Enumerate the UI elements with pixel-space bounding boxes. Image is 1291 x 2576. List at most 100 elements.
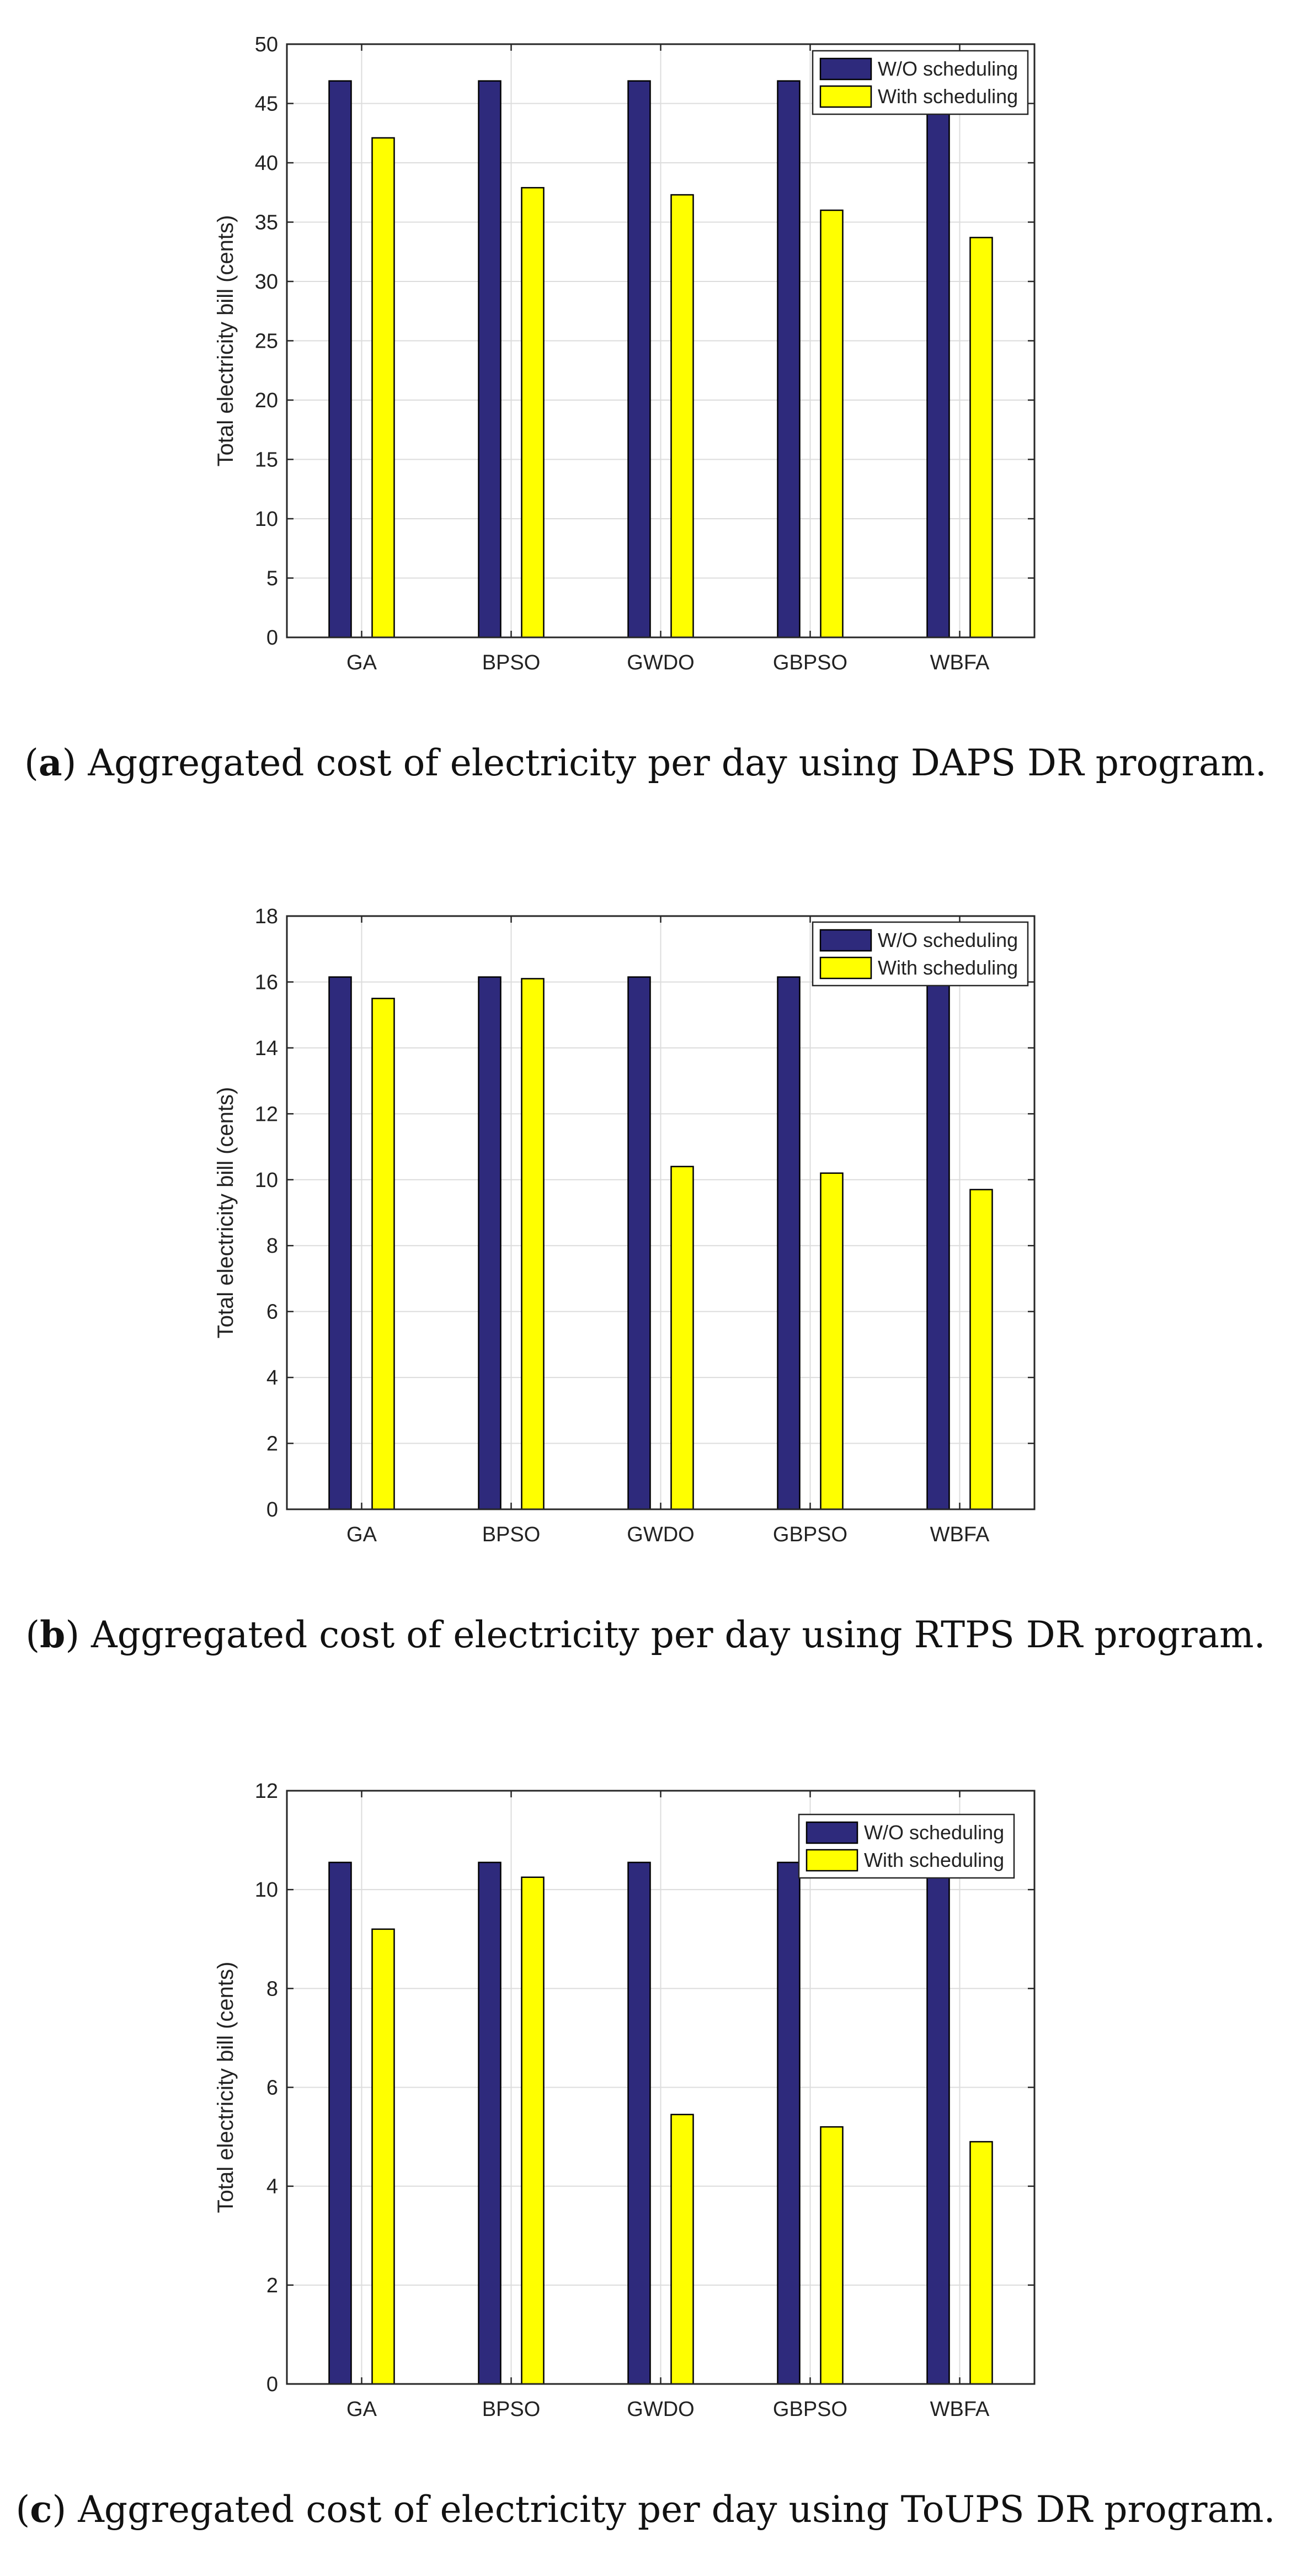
caption-c: (c) Aggregated cost of electricity per d… xyxy=(16,2488,1276,2531)
x-tick-label-gwdo: GWDO xyxy=(627,651,694,674)
y-tick-label: 4 xyxy=(266,2175,278,2199)
bar-wo-scheduling-gwdo xyxy=(627,976,651,1510)
y-tick-label: 8 xyxy=(266,1977,278,2000)
y-tick-label: 16 xyxy=(255,971,278,994)
caption-open-paren: ( xyxy=(25,1614,40,1656)
x-tick-label-gbpso: GBPSO xyxy=(773,1523,847,1546)
legend-swatch-with-scheduling xyxy=(805,1849,858,1872)
legend-label-wo-scheduling: W/O scheduling xyxy=(878,57,1018,80)
y-tick-label: 50 xyxy=(255,33,278,56)
chart-panel-b: 0 2 4 6 8 10 12 14 16 18 GA BPSO GWDO GBPSO WBFA Total … xyxy=(25,905,1265,1656)
bar-with-scheduling-bpso xyxy=(521,187,545,638)
y-tick-label: 0 xyxy=(266,2373,278,2396)
chart-panel-a: 0 5 10 15 20 25 30 35 40 45 50 GA BPSO GWDO GBPSO WBFA T… xyxy=(24,33,1267,784)
legend-label-with-scheduling: With scheduling xyxy=(864,1849,1004,1871)
y-tick-label: 0 xyxy=(266,626,278,650)
caption-b: (b) Aggregated cost of electricity per d… xyxy=(25,1613,1265,1656)
y-tick-label: 30 xyxy=(255,270,278,294)
x-tick-label-gwdo: GWDO xyxy=(627,2398,694,2421)
bar-wo-scheduling-ga xyxy=(328,976,352,1510)
y-axis-label: Total electricity bill (cents) xyxy=(214,215,238,467)
y-tick-label: 10 xyxy=(255,1878,278,1902)
y-tick-label: 15 xyxy=(255,449,278,472)
y-tick-label: 14 xyxy=(255,1037,278,1060)
bar-wo-scheduling-bpso xyxy=(478,976,502,1510)
bar-with-scheduling-gbpso xyxy=(820,1172,844,1510)
bar-with-scheduling-ga xyxy=(371,137,395,638)
y-tick-label: 10 xyxy=(255,508,278,531)
bar-wo-scheduling-gbpso xyxy=(777,80,801,638)
legend-swatch-with-scheduling xyxy=(819,956,872,980)
bar-wo-scheduling-gbpso xyxy=(777,1861,801,2385)
bar-wo-scheduling-wbfa xyxy=(926,976,950,1510)
bar-wo-scheduling-wbfa xyxy=(926,80,950,638)
caption-text: ) Aggregated cost of electricity per day… xyxy=(65,1614,1265,1656)
y-tick-label: 25 xyxy=(255,330,278,353)
y-tick-label: 8 xyxy=(266,1234,278,1258)
legend-label-wo-scheduling: W/O scheduling xyxy=(878,929,1018,951)
x-tick-label-gbpso: GBPSO xyxy=(773,2398,847,2421)
caption-text: ) Aggregated cost of electricity per day… xyxy=(62,742,1267,784)
legend-swatch-wo-scheduling xyxy=(819,57,872,81)
bar-wo-scheduling-bpso xyxy=(478,1861,502,2385)
x-tick-label-gbpso: GBPSO xyxy=(773,651,847,674)
bar-wo-scheduling-gwdo xyxy=(627,1861,651,2385)
x-tick-label-ga: GA xyxy=(346,1523,377,1546)
legend-label-wo-scheduling: W/O scheduling xyxy=(864,1821,1004,1844)
x-tick-label-bpso: BPSO xyxy=(482,1523,541,1546)
bar-wo-scheduling-gbpso xyxy=(777,976,801,1510)
bar-with-scheduling-gbpso xyxy=(820,2126,844,2385)
y-tick-label: 2 xyxy=(266,1433,278,1456)
bar-wo-scheduling-ga xyxy=(328,1861,352,2385)
y-tick-label: 45 xyxy=(255,93,278,116)
caption-text: ) Aggregated cost of electricity per day… xyxy=(52,2488,1275,2531)
caption-letter: a xyxy=(39,741,62,784)
y-tick-label: 20 xyxy=(255,389,278,412)
bar-wo-scheduling-wbfa xyxy=(926,1861,950,2385)
y-tick-label: 2 xyxy=(266,2274,278,2297)
y-axis-label: Total electricity bill (cents) xyxy=(214,1087,238,1339)
legend-label-with-scheduling: With scheduling xyxy=(878,956,1018,979)
caption-open-paren: ( xyxy=(24,742,39,784)
y-tick-label: 10 xyxy=(255,1169,278,1192)
legend-swatch-with-scheduling xyxy=(819,85,872,108)
x-tick-label-bpso: BPSO xyxy=(482,2398,541,2421)
x-tick-label-gwdo: GWDO xyxy=(627,1523,694,1546)
bar-with-scheduling-wbfa xyxy=(969,237,993,638)
bar-with-scheduling-wbfa xyxy=(969,2141,993,2385)
caption-open-paren: ( xyxy=(16,2488,30,2531)
caption-letter: b xyxy=(40,1613,65,1656)
y-axis-label: Total electricity bill (cents) xyxy=(214,1962,238,2213)
y-tick-label: 6 xyxy=(266,2077,278,2100)
y-tick-label: 0 xyxy=(266,1498,278,1521)
y-tick-label: 35 xyxy=(255,211,278,235)
x-tick-label-ga: GA xyxy=(346,2398,377,2421)
y-tick-label: 12 xyxy=(255,1780,278,1803)
bar-with-scheduling-wbfa xyxy=(969,1189,993,1510)
legend-label-with-scheduling: With scheduling xyxy=(878,85,1018,108)
chart-panel-c: 0 2 4 6 8 10 12 GA BPSO GWDO GBPSO WBFA Total electr… xyxy=(16,1780,1276,2531)
bar-wo-scheduling-ga xyxy=(328,80,352,638)
bar-with-scheduling-ga xyxy=(371,1928,395,2385)
legend: W/O scheduling With scheduling xyxy=(798,1813,1015,1879)
bar-with-scheduling-ga xyxy=(371,998,395,1510)
y-tick-label: 12 xyxy=(255,1103,278,1126)
legend-swatch-wo-scheduling xyxy=(805,1821,858,1844)
x-tick-label-wbfa: WBFA xyxy=(930,651,990,674)
y-tick-label: 5 xyxy=(266,567,278,590)
y-tick-label: 6 xyxy=(266,1301,278,1324)
legend-swatch-wo-scheduling xyxy=(819,929,872,952)
bar-with-scheduling-gbpso xyxy=(820,209,844,638)
bar-with-scheduling-gwdo xyxy=(670,194,694,638)
bar-wo-scheduling-bpso xyxy=(478,80,502,638)
x-tick-label-ga: GA xyxy=(346,651,377,674)
x-tick-label-wbfa: WBFA xyxy=(930,2398,990,2421)
caption-letter: c xyxy=(30,2488,52,2531)
y-tick-label: 40 xyxy=(255,152,278,175)
y-tick-label: 4 xyxy=(266,1366,278,1390)
bar-wo-scheduling-gwdo xyxy=(627,80,651,638)
bar-with-scheduling-bpso xyxy=(521,1876,545,2385)
caption-a: (a) Aggregated cost of electricity per d… xyxy=(24,741,1267,784)
